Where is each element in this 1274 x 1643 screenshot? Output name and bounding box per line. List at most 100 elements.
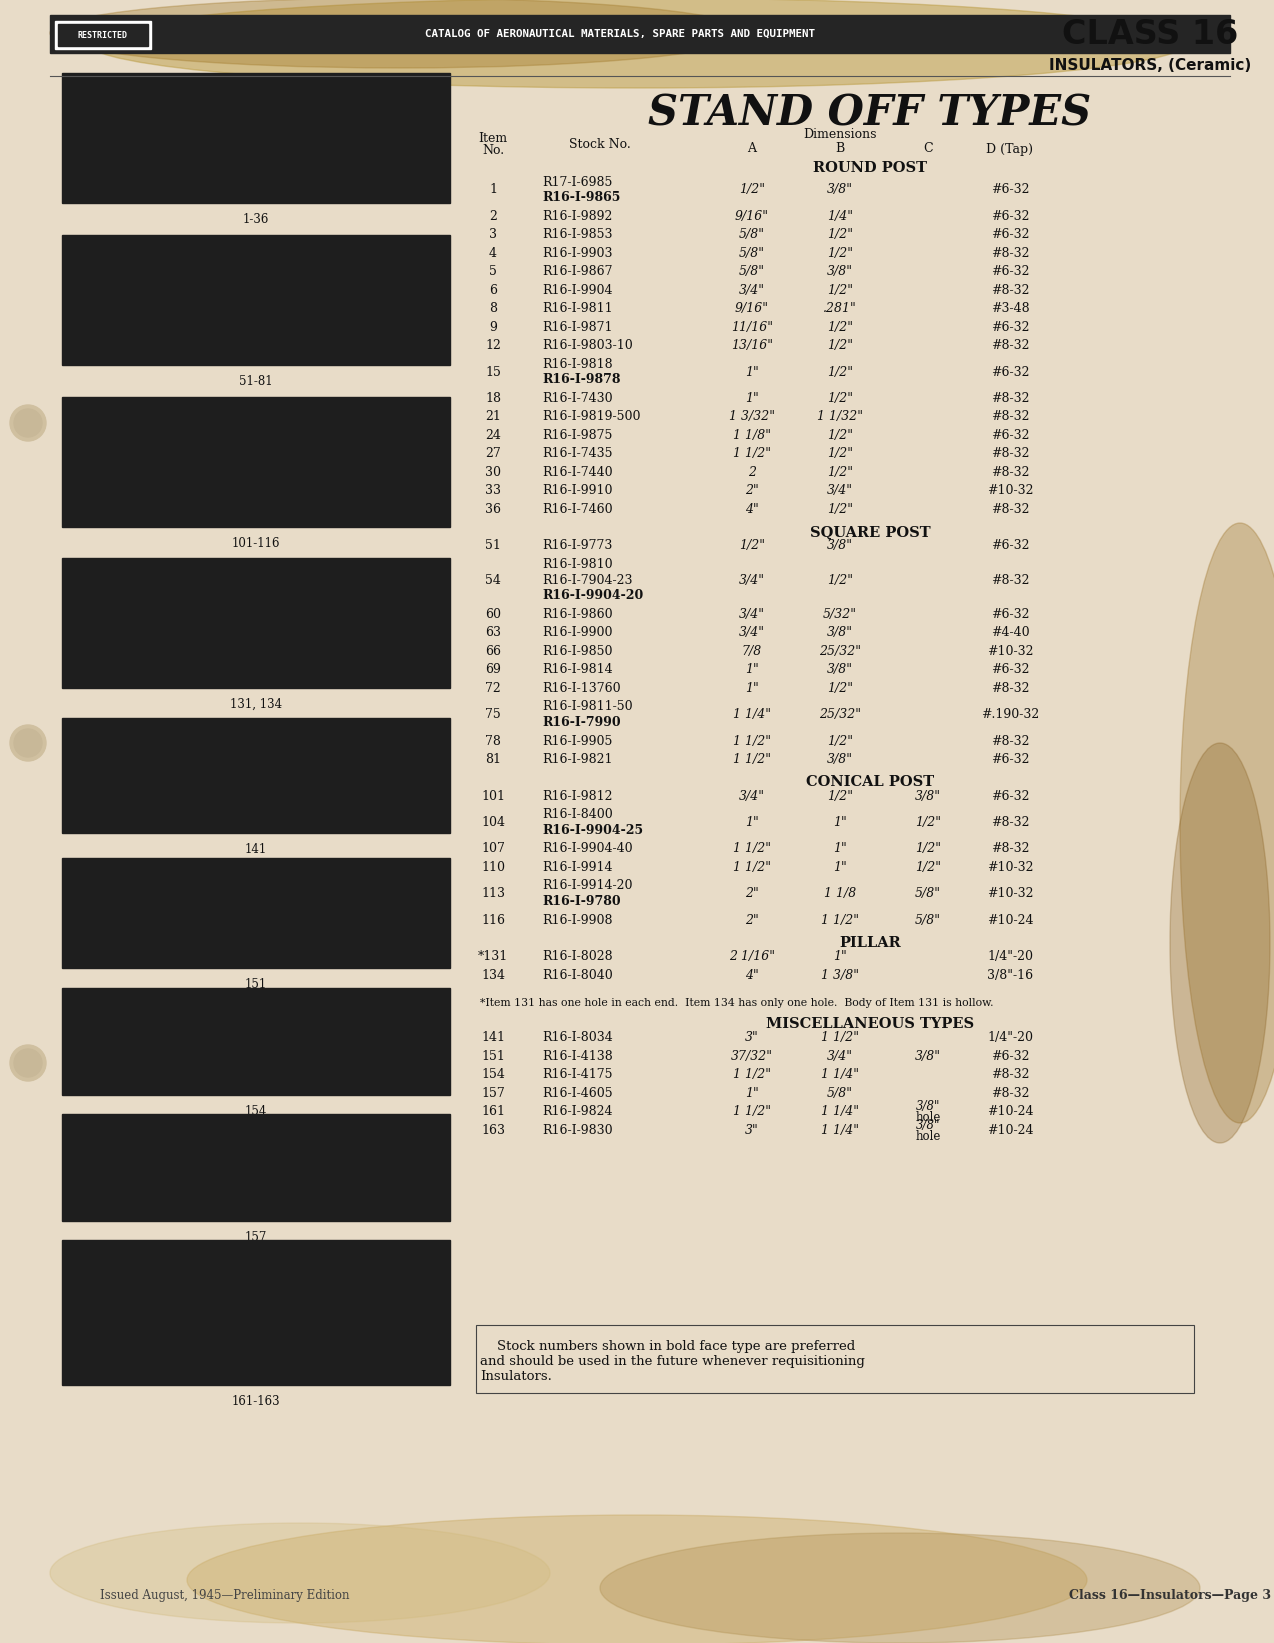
Text: R16-I-9871: R16-I-9871 — [541, 320, 613, 334]
Text: R16-I-9811: R16-I-9811 — [541, 302, 613, 315]
Text: 2: 2 — [489, 210, 497, 223]
Text: 1/2": 1/2" — [827, 366, 854, 378]
Text: #6-32: #6-32 — [991, 539, 1029, 552]
Text: 6: 6 — [489, 284, 497, 297]
Text: 1 3/8": 1 3/8" — [820, 969, 859, 981]
Text: R16-I-9830: R16-I-9830 — [541, 1124, 613, 1137]
Text: Item: Item — [479, 131, 507, 145]
Text: #8-32: #8-32 — [991, 843, 1029, 856]
Text: R16-I-4138: R16-I-4138 — [541, 1050, 613, 1063]
Text: CATALOG OF AERONAUTICAL MATERIALS, SPARE PARTS AND EQUIPMENT: CATALOG OF AERONAUTICAL MATERIALS, SPARE… — [426, 30, 815, 39]
Text: 1/2": 1/2" — [915, 817, 941, 830]
Text: 1": 1" — [833, 843, 847, 856]
Ellipse shape — [1180, 522, 1274, 1124]
Circle shape — [14, 409, 42, 437]
Text: 1/2": 1/2" — [827, 682, 854, 695]
Text: 1 1/4": 1 1/4" — [820, 1068, 859, 1081]
Text: 15: 15 — [485, 366, 501, 378]
Text: 3/4": 3/4" — [739, 608, 764, 621]
Text: 3/8": 3/8" — [827, 626, 854, 639]
Text: .281": .281" — [823, 302, 857, 315]
Text: R16-I-9860: R16-I-9860 — [541, 608, 613, 621]
Text: #6-32: #6-32 — [991, 184, 1029, 197]
Text: #8-32: #8-32 — [991, 682, 1029, 695]
Text: #8-32: #8-32 — [991, 503, 1029, 516]
Text: 8: 8 — [489, 302, 497, 315]
Text: R16-I-9904-25: R16-I-9904-25 — [541, 823, 643, 836]
Text: 3/8": 3/8" — [915, 790, 941, 803]
Bar — [62, 72, 450, 204]
Text: #6-32: #6-32 — [991, 320, 1029, 334]
Text: R16-I-9821: R16-I-9821 — [541, 752, 613, 766]
Circle shape — [14, 729, 42, 757]
Text: 1": 1" — [833, 817, 847, 830]
Text: 1 1/8": 1 1/8" — [733, 429, 771, 442]
Text: hole: hole — [915, 1130, 940, 1142]
Text: 101-116: 101-116 — [232, 537, 280, 550]
Text: R16-I-7430: R16-I-7430 — [541, 393, 613, 404]
Text: #8-32: #8-32 — [991, 447, 1029, 460]
Text: R16-I-13760: R16-I-13760 — [541, 682, 620, 695]
Text: 1/2": 1/2" — [827, 228, 854, 242]
Text: 3/4": 3/4" — [739, 284, 764, 297]
Text: #3-48: #3-48 — [991, 302, 1029, 315]
Text: 1": 1" — [833, 861, 847, 874]
Text: 2 1/16": 2 1/16" — [729, 950, 775, 963]
Text: 1/4": 1/4" — [827, 210, 854, 223]
Text: 5/8": 5/8" — [739, 246, 764, 260]
Text: A: A — [748, 143, 757, 156]
Text: SQUARE POST: SQUARE POST — [810, 526, 930, 539]
Text: 3/4": 3/4" — [827, 485, 854, 498]
Text: 1 1/2": 1 1/2" — [820, 914, 859, 927]
Text: #8-32: #8-32 — [991, 1068, 1029, 1081]
Text: #6-32: #6-32 — [991, 664, 1029, 677]
Text: 1/2": 1/2" — [739, 539, 764, 552]
Circle shape — [10, 725, 46, 761]
Text: hole: hole — [915, 1111, 940, 1124]
Text: 12: 12 — [485, 338, 501, 352]
Text: 1/2": 1/2" — [827, 573, 854, 587]
Bar — [62, 987, 450, 1094]
Text: #6-32: #6-32 — [991, 790, 1029, 803]
Text: R16-I-9904-40: R16-I-9904-40 — [541, 843, 633, 856]
Text: #6-32: #6-32 — [991, 1050, 1029, 1063]
Text: #10-24: #10-24 — [987, 1106, 1033, 1119]
Text: 104: 104 — [482, 817, 505, 830]
Text: R16-I-9904-20: R16-I-9904-20 — [541, 590, 643, 603]
Text: 161: 161 — [482, 1106, 505, 1119]
Text: C: C — [924, 143, 933, 156]
Text: 9: 9 — [489, 320, 497, 334]
Text: R16-I-9773: R16-I-9773 — [541, 539, 613, 552]
Text: #10-32: #10-32 — [987, 861, 1033, 874]
Text: #6-32: #6-32 — [991, 752, 1029, 766]
Text: 5/8": 5/8" — [915, 914, 941, 927]
Text: 4: 4 — [489, 246, 497, 260]
Text: R16-I-9910: R16-I-9910 — [541, 485, 613, 498]
Text: 113: 113 — [482, 887, 505, 900]
Text: 154: 154 — [482, 1068, 505, 1081]
Text: 1": 1" — [833, 950, 847, 963]
Text: R16-I-9865: R16-I-9865 — [541, 191, 620, 204]
Text: R16-I-9867: R16-I-9867 — [541, 265, 613, 278]
Text: 2: 2 — [748, 467, 755, 480]
Text: *Item 131 has one hole in each end.  Item 134 has only one hole.  Body of Item 1: *Item 131 has one hole in each end. Item… — [480, 997, 994, 1007]
Text: R16-I-7460: R16-I-7460 — [541, 503, 613, 516]
Text: 131, 134: 131, 134 — [229, 698, 282, 711]
Text: R16-I-9914-20: R16-I-9914-20 — [541, 879, 632, 892]
Bar — [62, 1114, 450, 1221]
Text: #10-24: #10-24 — [987, 914, 1033, 927]
Bar — [62, 858, 450, 968]
Text: 11/16": 11/16" — [731, 320, 773, 334]
Text: R16-I-8400: R16-I-8400 — [541, 808, 613, 822]
Text: 1 1/2": 1 1/2" — [733, 843, 771, 856]
Text: 66: 66 — [485, 646, 501, 657]
Text: No.: No. — [482, 145, 505, 158]
Text: #4-40: #4-40 — [991, 626, 1029, 639]
Text: 21: 21 — [485, 411, 501, 424]
Text: 1/2": 1/2" — [827, 393, 854, 404]
Text: 4": 4" — [745, 969, 759, 981]
Text: 1/2": 1/2" — [827, 429, 854, 442]
Text: R16-I-9904: R16-I-9904 — [541, 284, 613, 297]
Text: 1 1/2": 1 1/2" — [733, 447, 771, 460]
Text: 69: 69 — [485, 664, 501, 677]
